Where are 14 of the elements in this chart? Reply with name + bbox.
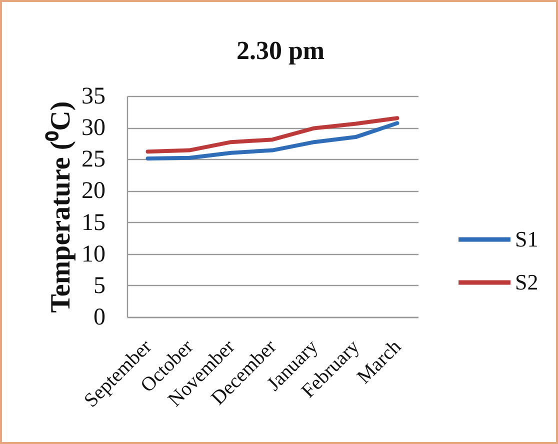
y-tick-label: 35 — [82, 84, 106, 110]
legend-label: S1 — [515, 226, 538, 252]
y-tick-label: 10 — [82, 241, 106, 268]
line-series — [146, 121, 400, 161]
y-tick-label: 0 — [94, 304, 106, 330]
chart-title: 2.30 pm — [236, 36, 325, 65]
y-tick-label: 20 — [82, 178, 106, 204]
y-tick-label: 25 — [82, 146, 106, 173]
y-axis-title: Temperature (⁰C) — [44, 101, 76, 313]
legend-label: S2 — [515, 270, 538, 294]
line-series — [146, 116, 400, 154]
y-tick-label: 15 — [82, 210, 106, 236]
y-tick-label: 30 — [82, 115, 106, 142]
y-tick-label: 5 — [94, 272, 106, 299]
